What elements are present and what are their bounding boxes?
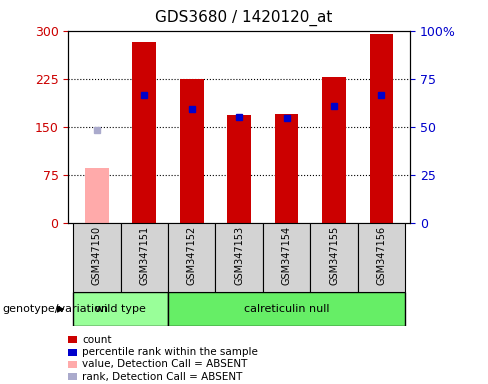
- Text: rank, Detection Call = ABSENT: rank, Detection Call = ABSENT: [82, 372, 243, 382]
- Text: calreticulin null: calreticulin null: [244, 304, 329, 314]
- Text: GSM347153: GSM347153: [234, 226, 244, 285]
- Text: genotype/variation: genotype/variation: [2, 304, 108, 314]
- Bar: [310, 223, 358, 292]
- Bar: [121, 223, 168, 292]
- Text: GDS3680 / 1420120_at: GDS3680 / 1420120_at: [155, 10, 333, 26]
- Bar: [180, 79, 203, 223]
- Text: count: count: [82, 335, 111, 345]
- Text: GSM347156: GSM347156: [376, 226, 386, 285]
- Bar: [263, 223, 310, 292]
- Text: wild type: wild type: [95, 304, 146, 314]
- Text: GSM347151: GSM347151: [139, 226, 149, 285]
- Bar: [73, 292, 168, 326]
- Bar: [358, 223, 405, 292]
- Text: GSM347152: GSM347152: [187, 226, 197, 285]
- Text: GSM347155: GSM347155: [329, 226, 339, 285]
- Text: GSM347150: GSM347150: [92, 226, 102, 285]
- Bar: [85, 168, 109, 223]
- Bar: [132, 41, 156, 223]
- Bar: [369, 34, 393, 223]
- Text: percentile rank within the sample: percentile rank within the sample: [82, 347, 258, 357]
- Bar: [168, 292, 405, 326]
- Bar: [73, 223, 121, 292]
- Text: value, Detection Call = ABSENT: value, Detection Call = ABSENT: [82, 359, 247, 369]
- Bar: [168, 223, 215, 292]
- Bar: [322, 77, 346, 223]
- Bar: [227, 115, 251, 223]
- Bar: [275, 114, 299, 223]
- Text: GSM347154: GSM347154: [282, 226, 291, 285]
- Bar: [215, 223, 263, 292]
